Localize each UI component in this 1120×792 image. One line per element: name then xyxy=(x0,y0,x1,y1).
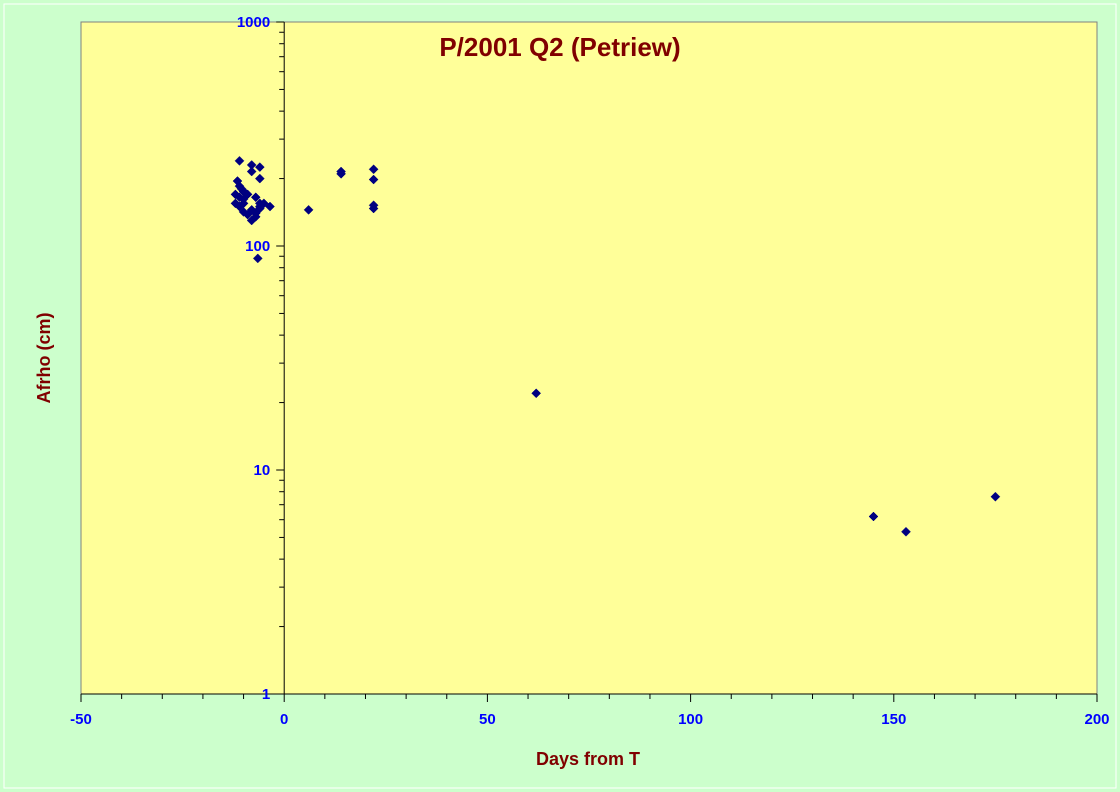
y-axis-title: Afrho (cm) xyxy=(34,313,54,404)
y-tick-label: 10 xyxy=(254,462,271,479)
data-points xyxy=(230,155,1001,537)
data-point xyxy=(254,162,265,172)
chart-title: P/2001 Q2 (Petriew) xyxy=(439,32,680,62)
x-tick-label: 100 xyxy=(678,711,703,728)
data-point xyxy=(868,511,879,522)
data-point xyxy=(368,203,379,214)
y-tick-label: 1000 xyxy=(237,14,270,31)
data-point xyxy=(250,192,261,203)
data-point xyxy=(265,201,275,212)
chart-frame xyxy=(3,3,1117,789)
x-tick-label: 200 xyxy=(1084,711,1109,728)
plot-area xyxy=(80,21,1098,695)
x-tick-label: 50 xyxy=(479,711,496,728)
data-point xyxy=(246,166,257,177)
data-point xyxy=(531,388,542,399)
data-point xyxy=(336,168,346,179)
y-tick-label: 1 xyxy=(262,686,270,703)
data-point xyxy=(368,174,379,185)
axes: -50 0 50 100 150 200 1 10 100 1000 xyxy=(70,14,1109,728)
x-axis-title: Days from T xyxy=(536,749,640,769)
x-tick-label: 0 xyxy=(280,711,288,728)
data-point xyxy=(242,189,253,200)
data-point xyxy=(234,155,245,166)
data-point xyxy=(254,173,265,184)
data-point xyxy=(254,203,265,214)
data-point xyxy=(250,211,261,222)
data-point xyxy=(990,491,1001,502)
data-point xyxy=(368,164,379,175)
data-point xyxy=(901,526,911,537)
y-tick-label: 100 xyxy=(245,238,270,255)
data-point xyxy=(252,253,263,264)
data-point xyxy=(303,205,314,215)
x-tick-label: 150 xyxy=(881,711,906,728)
x-tick-label: -50 xyxy=(70,711,92,728)
